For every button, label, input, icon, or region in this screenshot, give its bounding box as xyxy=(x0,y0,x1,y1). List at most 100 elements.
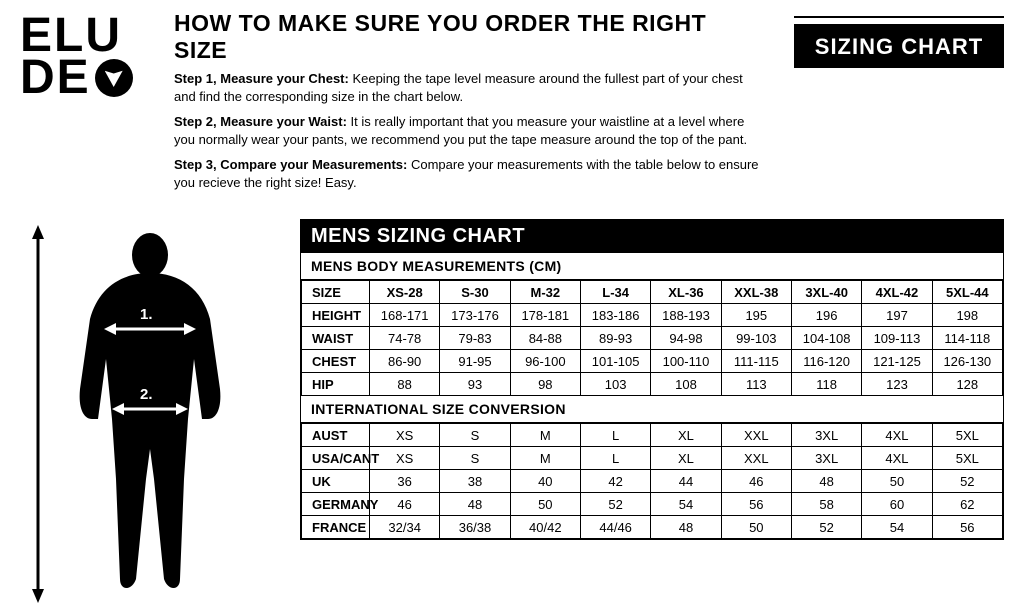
cell: 108 xyxy=(651,373,721,396)
sizing-chart: MENS SIZING CHART MENS BODY MEASUREMENTS… xyxy=(300,219,1004,540)
row-label: HEIGHT xyxy=(302,304,370,327)
chart-title: MENS SIZING CHART xyxy=(301,220,1003,253)
cell: 118 xyxy=(791,373,861,396)
cell: XS xyxy=(370,424,440,447)
table-row: USA/CANTXSSMLXLXXL3XL4XL5XL xyxy=(302,447,1003,470)
cell: 103 xyxy=(580,373,650,396)
cell: XL xyxy=(651,424,721,447)
cell: S xyxy=(440,424,510,447)
step-3: Step 3, Compare your Measurements: Compa… xyxy=(174,156,760,191)
cell: 173-176 xyxy=(440,304,510,327)
brand-logo: ELU DE xyxy=(20,10,160,110)
cell: 60 xyxy=(862,493,932,516)
badge-stripe xyxy=(794,16,1004,26)
cell: 123 xyxy=(862,373,932,396)
cell: 46 xyxy=(370,493,440,516)
cell: M xyxy=(510,424,580,447)
page-title: HOW TO MAKE SURE YOU ORDER THE RIGHT SIZ… xyxy=(174,10,760,64)
cell: 54 xyxy=(651,493,721,516)
cell: 99-103 xyxy=(721,327,791,350)
cell: 109-113 xyxy=(862,327,932,350)
cell: 3XL xyxy=(791,447,861,470)
logo-line2: DE xyxy=(20,57,91,99)
cell: XXL xyxy=(721,447,791,470)
col-header: L-34 xyxy=(580,281,650,304)
measurements-table: SIZEXS-28S-30M-32L-34XL-36XXL-383XL-404X… xyxy=(301,280,1003,396)
row-label: GERMANY xyxy=(302,493,370,516)
instructions: HOW TO MAKE SURE YOU ORDER THE RIGHT SIZ… xyxy=(174,10,780,199)
cell: 5XL xyxy=(932,447,1002,470)
cell: 113 xyxy=(721,373,791,396)
cell: 36 xyxy=(370,470,440,493)
sizing-chart-badge: SIZING CHART xyxy=(794,26,1004,68)
cell: 46 xyxy=(721,470,791,493)
row-label: HIP xyxy=(302,373,370,396)
section2-title: INTERNATIONAL SIZE CONVERSION xyxy=(301,396,1003,423)
row-label: WAIST xyxy=(302,327,370,350)
cell: 56 xyxy=(932,516,1002,539)
cell: 198 xyxy=(932,304,1002,327)
cell: 36/38 xyxy=(440,516,510,539)
body: 1. 2. MENS SIZING CHART MENS BODY MEASUR… xyxy=(0,199,1024,609)
col-header: 5XL-44 xyxy=(932,281,1002,304)
table-row: CHEST86-9091-9596-100101-105100-110111-1… xyxy=(302,350,1003,373)
table-row: HIP889398103108113118123128 xyxy=(302,373,1003,396)
cell: 96-100 xyxy=(510,350,580,373)
cell: 168-171 xyxy=(370,304,440,327)
cell: 3XL xyxy=(791,424,861,447)
cell: 88 xyxy=(370,373,440,396)
cell: L xyxy=(580,447,650,470)
logo-emblem-icon xyxy=(95,59,133,97)
cell: 52 xyxy=(932,470,1002,493)
cell: M xyxy=(510,447,580,470)
cell: 4XL xyxy=(862,447,932,470)
cell: 86-90 xyxy=(370,350,440,373)
row-label: FRANCE xyxy=(302,516,370,539)
row-label: CHEST xyxy=(302,350,370,373)
table-row: GERMANY464850525456586062 xyxy=(302,493,1003,516)
col-header: XXL-38 xyxy=(721,281,791,304)
row-label: UK xyxy=(302,470,370,493)
cell: 62 xyxy=(932,493,1002,516)
col-size-label: SIZE xyxy=(302,281,370,304)
cell: 4XL xyxy=(862,424,932,447)
cell: 50 xyxy=(721,516,791,539)
cell: 195 xyxy=(721,304,791,327)
cell: L xyxy=(580,424,650,447)
col-header: XL-36 xyxy=(651,281,721,304)
cell: 54 xyxy=(862,516,932,539)
table-header-row: SIZEXS-28S-30M-32L-34XL-36XXL-383XL-404X… xyxy=(302,281,1003,304)
cell: 74-78 xyxy=(370,327,440,350)
col-header: XS-28 xyxy=(370,281,440,304)
cell: 79-83 xyxy=(440,327,510,350)
step-2: Step 2, Measure your Waist: It is really… xyxy=(174,113,760,148)
cell: 101-105 xyxy=(580,350,650,373)
cell: 48 xyxy=(651,516,721,539)
body-figure: 1. 2. xyxy=(20,219,280,609)
row-label: USA/CANT xyxy=(302,447,370,470)
cell: 52 xyxy=(580,493,650,516)
cell: 128 xyxy=(932,373,1002,396)
cell: 44 xyxy=(651,470,721,493)
cell: 104-108 xyxy=(791,327,861,350)
cell: 58 xyxy=(791,493,861,516)
step-1: Step 1, Measure your Chest: Keeping the … xyxy=(174,70,760,105)
cell: 50 xyxy=(862,470,932,493)
cell: 126-130 xyxy=(932,350,1002,373)
cell: 50 xyxy=(510,493,580,516)
cell: 52 xyxy=(791,516,861,539)
cell: 48 xyxy=(440,493,510,516)
cell: 38 xyxy=(440,470,510,493)
cell: 94-98 xyxy=(651,327,721,350)
cell: 111-115 xyxy=(721,350,791,373)
table-row: HEIGHT168-171173-176178-181183-186188-19… xyxy=(302,304,1003,327)
cell: XXL xyxy=(721,424,791,447)
cell: S xyxy=(440,447,510,470)
col-header: 3XL-40 xyxy=(791,281,861,304)
section1-title: MENS BODY MEASUREMENTS (CM) xyxy=(301,253,1003,280)
cell: 5XL xyxy=(932,424,1002,447)
cell: XL xyxy=(651,447,721,470)
header: ELU DE HOW TO MAKE SURE YOU ORDER THE RI… xyxy=(0,0,1024,199)
cell: 114-118 xyxy=(932,327,1002,350)
col-header: M-32 xyxy=(510,281,580,304)
